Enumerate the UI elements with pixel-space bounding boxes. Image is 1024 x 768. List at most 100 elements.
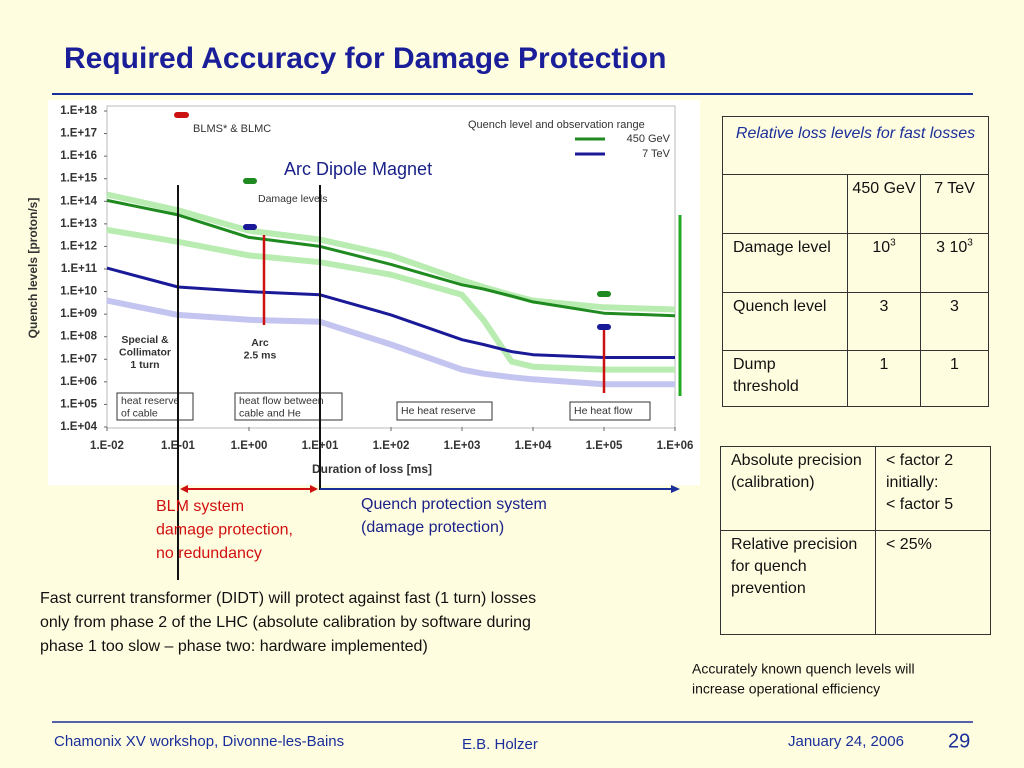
annotation-box: [234, 392, 343, 421]
legend-label: 7 TeV: [642, 148, 671, 160]
y-tick-label: 1.E+15: [60, 173, 97, 185]
series-line: [106, 266, 675, 359]
annotation: BLMS* & BLMC: [193, 123, 271, 135]
y-tick-label: 1.E+05: [60, 398, 97, 410]
paragraph-line: Fast current transformer (DIDT) will pro…: [40, 590, 536, 607]
footer-left: Chamonix XV workshop, Divonne-les-Bains: [54, 733, 344, 750]
chart-background: [48, 100, 700, 485]
paragraph-line: only from phase 2 of the LHC (absolute c…: [40, 614, 531, 631]
row-label: Absolute precision (calibration): [720, 446, 876, 531]
annotation: Special &: [121, 334, 169, 346]
x-tick-label: 1.E+02: [373, 440, 410, 452]
cell: 3: [847, 292, 921, 351]
annotation-box: [396, 401, 493, 421]
plot: 1.E+04 1.E+05 1.E+06 1.E+07 1.E+08 1.E+09 1.E+…: [26, 105, 693, 476]
annotation: He heat reserve: [401, 405, 476, 417]
row-label: Dump threshold: [722, 350, 848, 407]
y-tick-label: 1.E+13: [60, 218, 97, 230]
cell: 1: [847, 350, 921, 407]
cell-line: < factor 5: [886, 496, 954, 513]
cell-exp: 3: [967, 237, 973, 249]
range-band: [106, 191, 676, 313]
row-label: Relative precision for quench prevention: [720, 530, 876, 635]
y-tick-label: 1.E+12: [60, 240, 97, 252]
x-tick-label: 1.E+05: [586, 440, 623, 452]
loss-levels-table: Relative loss levels for fast losses 450…: [722, 116, 989, 407]
y-tick-label: 1.E+08: [60, 331, 97, 343]
header-cell: 450 GeV: [847, 174, 921, 234]
blm-text: BLM system: [156, 498, 244, 515]
legend-title: Quench level and observation range: [468, 119, 645, 131]
damage-marker-green: [243, 178, 257, 184]
row-label: Quench level: [722, 292, 848, 351]
x-tick-label: 1.E+04: [515, 440, 552, 452]
series-line: [106, 198, 676, 318]
empty-cell: [722, 174, 848, 234]
blm-marker: [174, 112, 189, 118]
arrows: [180, 485, 680, 493]
blm-text: damage protection,: [156, 522, 293, 539]
y-tick-label: 1.E+06: [60, 376, 97, 388]
annotation: 1 turn: [130, 359, 159, 371]
cell: 3 103: [920, 233, 989, 293]
footer-date: January 24, 2006: [788, 733, 904, 750]
table-caption: Relative loss levels for fast losses: [722, 116, 989, 175]
annotation: Collimator: [119, 346, 171, 358]
damage-marker-blue: [243, 224, 257, 230]
x-tick-label: 1.E-02: [90, 440, 124, 452]
note-line: Accurately known quench levels will: [692, 661, 915, 677]
footer-author: E.B. Holzer: [462, 736, 538, 753]
note-line: increase operational efficiency: [692, 681, 880, 697]
cell: < 25%: [875, 530, 991, 635]
cell: 3: [920, 292, 989, 351]
cell-line: < 25%: [886, 536, 932, 553]
row-label: Damage level: [722, 233, 848, 293]
annotation: of cable: [121, 407, 158, 419]
cell-line: < factor 2: [886, 452, 954, 469]
annotation: heat reserve: [121, 395, 180, 407]
cell: < factor 2 initially: < factor 5: [875, 446, 991, 531]
annotation-box: [569, 401, 651, 421]
cell-base: 10: [872, 239, 891, 256]
markers: [174, 112, 682, 580]
x-tick-label: 1.E+06: [657, 440, 694, 452]
y-tick-label: 1.E+04: [60, 421, 97, 433]
y-tick-label: 1.E+14: [60, 195, 97, 207]
paragraph-line: phase 1 too slow – phase two: hardware i…: [40, 638, 428, 655]
y-tick-label: 1.E+07: [60, 353, 97, 365]
x-tick-label: 1.E+00: [231, 440, 268, 452]
damage-marker-blue: [597, 324, 611, 330]
x-axis-label: Duration of loss [ms]: [312, 462, 432, 476]
cell-base: 3 10: [936, 239, 968, 256]
annotation-box: [116, 392, 194, 421]
x-tick-label: 1.E+03: [444, 440, 481, 452]
annotation: Arc Dipole Magnet: [284, 159, 432, 179]
annotation: heat flow between: [239, 395, 324, 407]
range-band: [106, 297, 675, 388]
blm-text: no redundancy: [156, 545, 262, 562]
y-tick-label: 1.E+18: [60, 105, 97, 117]
legend-label: 450 GeV: [627, 133, 671, 145]
y-tick-label: 1.E+11: [61, 263, 98, 275]
cell-line: initially:: [886, 474, 939, 491]
annotation: Damage levels: [258, 193, 327, 205]
annotation: cable and He: [239, 407, 301, 419]
qps-text: Quench protection system: [361, 496, 547, 513]
annotation: He heat flow: [574, 405, 633, 417]
range-band: [106, 226, 675, 373]
annotation: Arc: [251, 337, 269, 349]
y-tick-label: 1.E+16: [60, 150, 97, 162]
annotation: 2.5 ms: [244, 349, 277, 361]
precision-table: Absolute precision (calibration) < facto…: [720, 446, 991, 635]
cell-exp: 3: [890, 237, 896, 249]
qps-text: (damage protection): [361, 519, 504, 536]
cell: 1: [920, 350, 989, 407]
damage-marker-green: [597, 291, 611, 297]
page-number: 29: [948, 730, 970, 752]
cell: 103: [847, 233, 921, 293]
header-cell: 7 TeV: [920, 174, 989, 234]
y-tick-label: 1.E+10: [60, 286, 97, 298]
y-tick-label: 1.E+17: [60, 128, 97, 140]
